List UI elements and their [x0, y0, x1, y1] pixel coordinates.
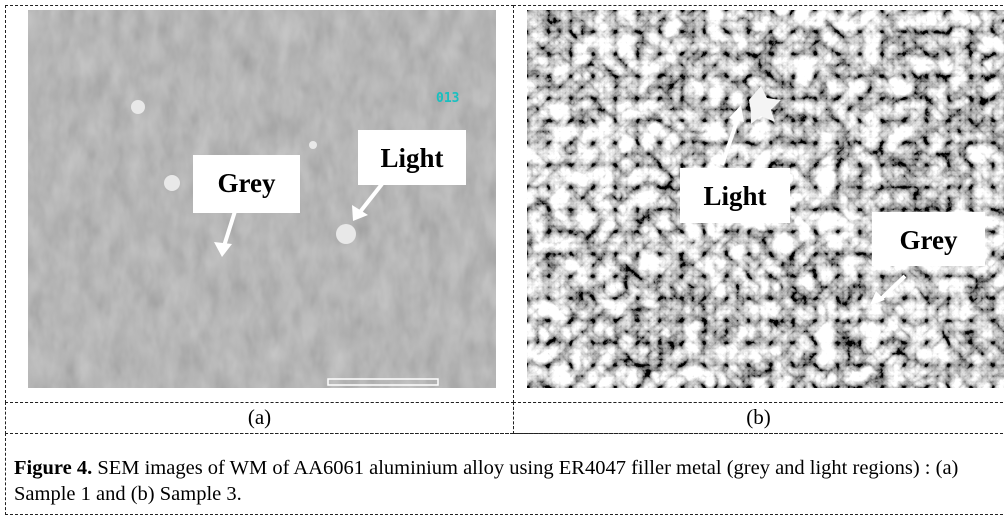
annotation: Grey [872, 212, 985, 266]
panel-label: (a) [5, 405, 514, 430]
caption-text: SEM images of WM of AA6061 aluminium all… [14, 457, 958, 505]
annotation: Grey [193, 155, 300, 213]
figure-page: {"figure": { "panels": [ {"label": "(a)"… [0, 0, 1004, 517]
caption-label: Figure 4. [14, 457, 92, 479]
annotation: Light [680, 168, 790, 223]
arrows [0, 0, 1004, 400]
caption: Figure 4. SEM images of WM of AA6061 alu… [14, 455, 999, 511]
panel-label: (b) [513, 405, 1004, 430]
annotation: Light [358, 130, 466, 185]
